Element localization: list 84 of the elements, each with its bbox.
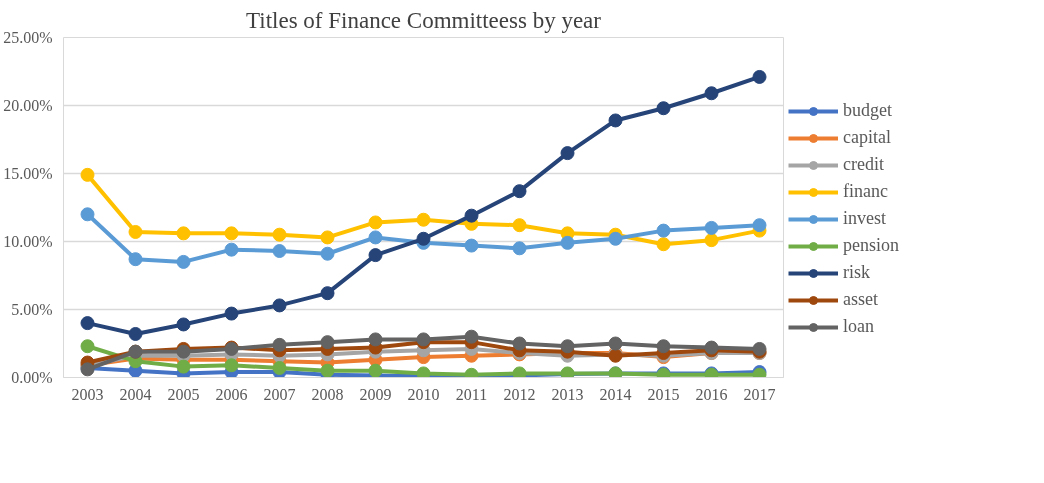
point	[608, 231, 623, 246]
point	[512, 218, 527, 233]
point	[80, 167, 95, 182]
x-tick-label: 2008	[311, 385, 344, 403]
x-tick-label: 2007	[263, 385, 296, 403]
point	[272, 337, 287, 352]
point	[416, 231, 431, 246]
point	[416, 212, 431, 227]
legend-label: budget	[843, 100, 892, 121]
y-tick-label: 10.00%	[3, 233, 53, 250]
point	[80, 316, 95, 331]
x-tick-label: 2014	[599, 385, 632, 403]
legend-label: pension	[843, 235, 899, 256]
point	[368, 230, 383, 245]
point	[560, 339, 575, 354]
legend-label: capital	[843, 127, 891, 148]
point	[320, 363, 335, 378]
point	[704, 233, 719, 248]
point	[464, 329, 479, 344]
legend-label: loan	[843, 316, 874, 337]
point	[608, 336, 623, 351]
y-tick-label: 5.00%	[11, 301, 53, 318]
point	[560, 235, 575, 250]
y-tick-label: 20.00%	[3, 97, 53, 114]
point	[176, 254, 191, 269]
point	[512, 184, 527, 199]
x-tick-label: 2010	[407, 385, 440, 403]
point	[704, 220, 719, 235]
x-tick-label: 2012	[503, 385, 536, 403]
point	[512, 336, 527, 351]
point	[128, 326, 143, 341]
point	[80, 339, 95, 354]
point	[272, 244, 287, 259]
point	[320, 335, 335, 350]
point	[464, 208, 479, 223]
point	[272, 298, 287, 313]
point	[320, 246, 335, 261]
x-tick-label: 2006	[215, 385, 248, 403]
legend-label: risk	[843, 262, 870, 283]
x-tick-label: 2013	[551, 385, 584, 403]
legend-label: credit	[843, 154, 884, 175]
point	[752, 218, 767, 233]
point	[80, 207, 95, 222]
x-tick-label: 2005	[167, 385, 200, 403]
point	[224, 358, 239, 373]
point	[368, 248, 383, 263]
y-tick-label: 0.00%	[11, 369, 53, 386]
point	[656, 223, 671, 238]
legend-label: asset	[843, 289, 878, 310]
point	[128, 224, 143, 239]
y-tick-label: 15.00%	[3, 165, 53, 182]
x-tick-label: 2015	[647, 385, 680, 403]
point	[224, 226, 239, 241]
x-tick-label: 2017	[743, 385, 776, 403]
point	[272, 227, 287, 242]
point	[368, 215, 383, 230]
chart-title: Titles of Finance Committeess by year	[246, 7, 602, 33]
point	[656, 339, 671, 354]
point	[368, 332, 383, 347]
legend-label: financ	[843, 181, 888, 202]
point	[176, 226, 191, 241]
point	[656, 101, 671, 116]
point	[176, 317, 191, 332]
x-tick-label: 2009	[359, 385, 392, 403]
point	[128, 252, 143, 267]
x-tick-label: 2003	[71, 385, 104, 403]
point	[752, 69, 767, 84]
point	[704, 86, 719, 101]
point	[224, 306, 239, 321]
y-tick-label: 25.00%	[3, 29, 53, 46]
x-tick-label: 2011	[455, 385, 488, 403]
point	[512, 241, 527, 256]
point	[656, 237, 671, 252]
legend-label: invest	[843, 208, 886, 229]
point	[224, 242, 239, 257]
point	[608, 113, 623, 128]
point	[464, 238, 479, 253]
point	[560, 146, 575, 161]
point	[368, 363, 383, 378]
x-tick-label: 2004	[119, 385, 152, 403]
point	[176, 359, 191, 374]
point	[320, 230, 335, 245]
point	[320, 286, 335, 301]
x-tick-label: 2016	[695, 385, 728, 403]
